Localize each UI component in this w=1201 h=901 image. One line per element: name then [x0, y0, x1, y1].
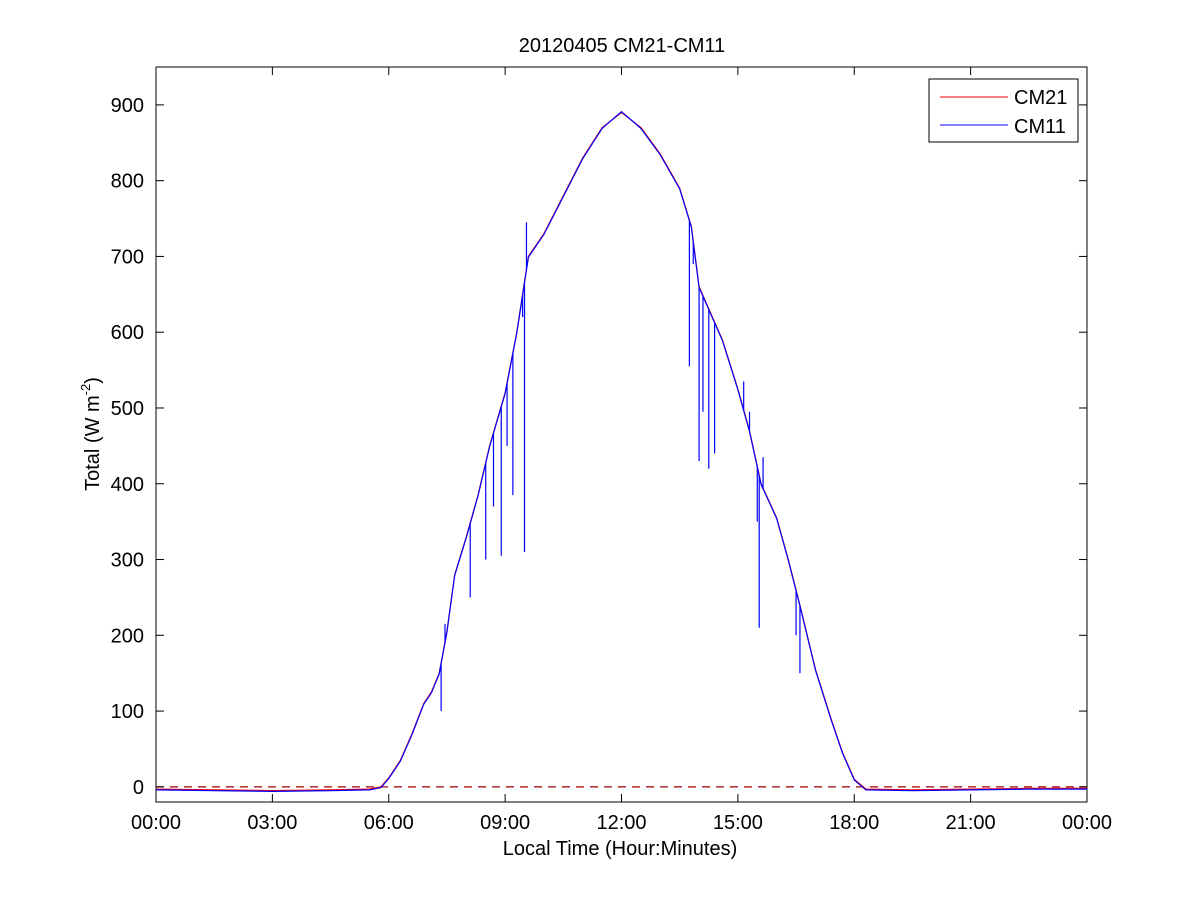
y-tick-label: 600 — [111, 322, 144, 344]
x-tick-label: 00:00 — [131, 812, 181, 834]
y-tick-label: 300 — [111, 550, 144, 572]
y-tick-label: 200 — [111, 625, 144, 647]
y-tick-label: 400 — [111, 474, 144, 496]
chart-title: 20120405 CM21-CM11 — [519, 35, 725, 57]
plot-area — [155, 66, 1088, 803]
x-tick-label: 15:00 — [713, 812, 763, 834]
x-tick-label: 00:00 — [1062, 812, 1112, 834]
x-tick-label: 06:00 — [364, 812, 414, 834]
x-tick-label: 18:00 — [829, 812, 879, 834]
y-tick-label: 100 — [111, 701, 144, 723]
series-group — [155, 110, 1087, 793]
y-tick-labels: 0 100 200 300 400 500 600 700 800 900 — [111, 95, 144, 799]
y-tick-label: 700 — [111, 246, 144, 268]
y-tick-label: 0 — [133, 777, 144, 799]
y-tick-label: 800 — [111, 171, 144, 193]
axes-box — [155, 66, 1088, 803]
x-tick-label: 12:00 — [596, 812, 646, 834]
x-tick-labels: 00:00 03:00 06:00 09:00 12:00 15:00 18:00 21:00… — [131, 812, 1112, 834]
x-tick-label: 03:00 — [247, 812, 297, 834]
y-tick-label: 500 — [111, 398, 144, 420]
ticks-group — [155, 67, 1088, 802]
x-axis-label: Local Time (Hour:Minutes) — [503, 838, 738, 860]
legend-box — [928, 78, 1079, 143]
y-axis-label-close: ) — [82, 377, 104, 384]
legend: CM21 CM11 — [928, 78, 1079, 143]
series-line-cm11 — [155, 110, 1087, 793]
y-axis-label: Total (W m-2) — [78, 377, 104, 491]
y-axis-label-main: Total (W m — [82, 395, 104, 491]
x-tick-label: 09:00 — [480, 812, 530, 834]
x-tick-label: 21:00 — [946, 812, 996, 834]
legend-label-cm21: CM21 — [1014, 87, 1067, 109]
legend-label-cm11: CM11 — [1014, 116, 1066, 138]
y-axis-label-superscript: -2 — [78, 384, 93, 396]
y-tick-label: 900 — [111, 95, 144, 117]
